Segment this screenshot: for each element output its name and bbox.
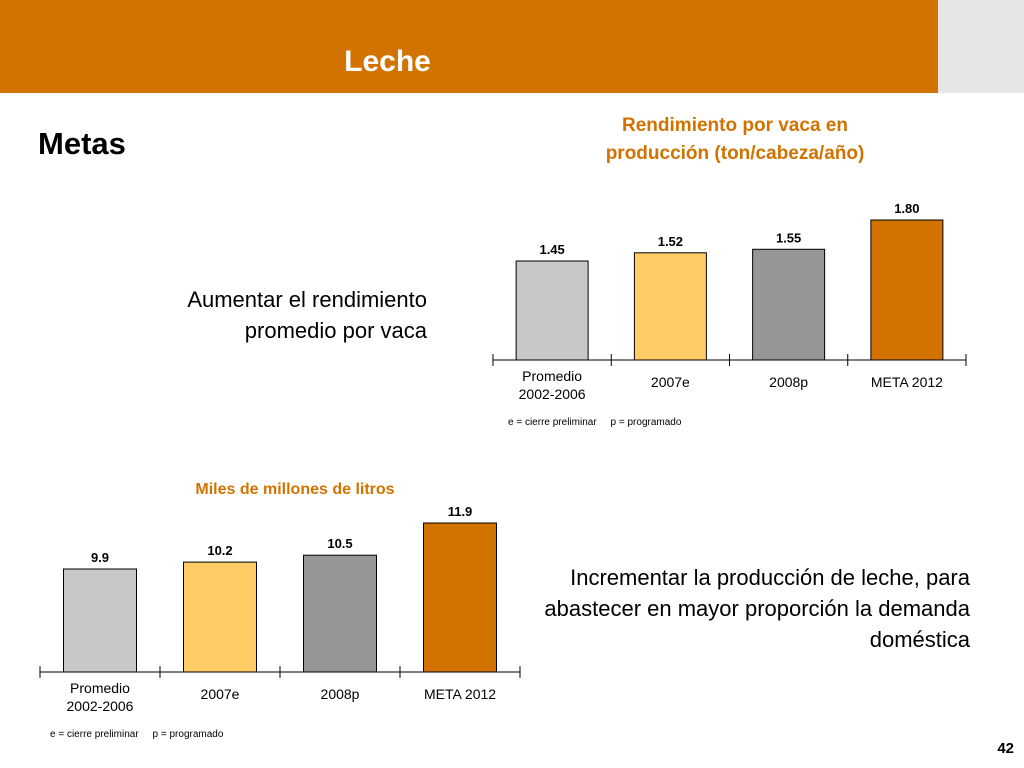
bar xyxy=(752,248,826,361)
yield-chart-footnote: e = cierre preliminar p = programado xyxy=(508,417,682,428)
bar xyxy=(423,522,497,673)
header-corner-block xyxy=(938,0,1024,93)
data-label: 10.2 xyxy=(207,543,232,558)
data-label: 1.45 xyxy=(539,242,564,257)
goal-yield-text: Aumentar el rendimiento promedio por vac… xyxy=(187,287,427,343)
production-chart-title: Miles de millones de litros xyxy=(195,481,395,498)
production-chart-footnote: e = cierre preliminar p = programado xyxy=(50,729,224,740)
page-number: 42 xyxy=(997,740,1014,757)
data-label: 9.9 xyxy=(91,550,109,565)
bar xyxy=(633,252,707,361)
yield-chart-title: Rendimiento por vaca en producción (ton/… xyxy=(605,115,865,164)
tick-label: 2007e xyxy=(651,374,690,390)
tick-label: 2007e xyxy=(201,686,240,702)
tick-label: META 2012 xyxy=(871,374,943,390)
bar xyxy=(63,568,137,673)
data-label: 10.5 xyxy=(327,536,352,551)
bar xyxy=(515,260,589,361)
bar xyxy=(870,219,944,361)
header-banner xyxy=(0,0,938,93)
tick-label: 2008p xyxy=(321,686,360,702)
section-title: Metas xyxy=(38,126,126,161)
tick-label: 2008p xyxy=(769,374,808,390)
data-label: 1.52 xyxy=(658,234,683,249)
goal-production-text: Incrementar la producción de leche, para… xyxy=(544,565,970,652)
data-label: 11.9 xyxy=(448,504,473,519)
tick-label: Promedio 2002-2006 xyxy=(67,680,134,714)
tick-label: META 2012 xyxy=(424,686,496,702)
data-label: 1.55 xyxy=(776,230,801,245)
bar xyxy=(183,561,257,673)
bar xyxy=(303,554,377,673)
slide-title: Leche xyxy=(344,45,431,78)
tick-label: Promedio 2002-2006 xyxy=(519,368,586,402)
data-label: 1.80 xyxy=(894,201,919,216)
